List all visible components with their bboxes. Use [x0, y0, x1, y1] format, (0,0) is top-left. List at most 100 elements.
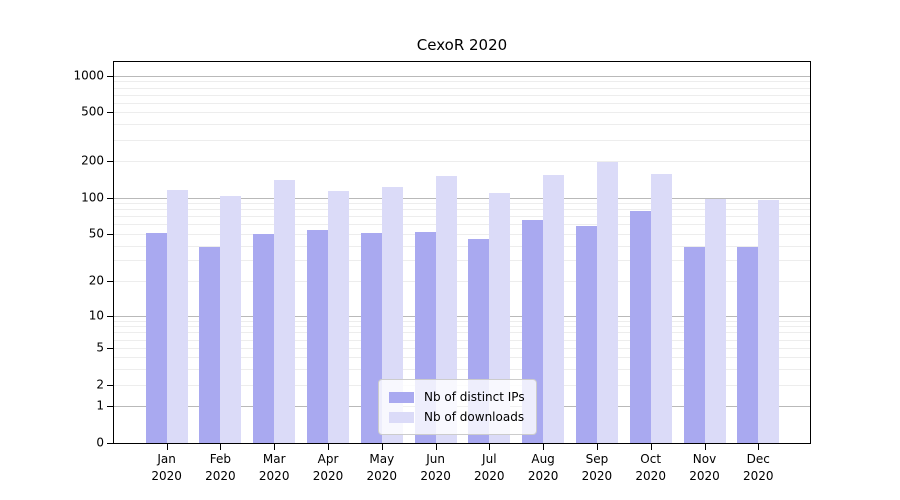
x-tick-year: 2020 — [258, 469, 290, 484]
y-tick-mark — [107, 161, 113, 162]
minor-gridline — [114, 81, 810, 83]
minor-gridline — [114, 281, 810, 283]
y-tick-label: 100 — [81, 190, 104, 205]
x-tick-mark — [489, 444, 491, 450]
minor-gridline — [114, 233, 810, 235]
minor-gridline — [114, 347, 810, 349]
x-tick-year: 2020 — [474, 469, 505, 484]
minor-gridline — [114, 260, 810, 262]
minor-gridline — [114, 320, 810, 322]
y-tick-label: 500 — [81, 105, 104, 120]
major-gridline — [114, 75, 810, 77]
x-tick-label-jan: Jan 2020 — [151, 451, 182, 486]
y-tick-mark — [107, 197, 113, 199]
minor-gridline — [114, 139, 810, 141]
x-tick-mark — [435, 444, 437, 450]
bar-distinct-ips-sep — [575, 226, 597, 443]
x-tick-mark — [381, 444, 383, 450]
bar-downloads-dec — [758, 199, 780, 443]
minor-gridline — [114, 224, 810, 226]
minor-gridline — [114, 102, 810, 104]
x-tick-label-apr: Apr 2020 — [313, 451, 344, 486]
x-tick-mark — [328, 444, 329, 450]
y-tick-label: 10 — [88, 308, 104, 323]
x-tick-month: Sep — [585, 452, 609, 466]
legend-item-downloads: Nb of downloads — [389, 407, 525, 427]
legend: Nb of distinct IPs Nb of downloads — [378, 379, 537, 435]
x-tick-label-oct: Oct 2020 — [635, 451, 666, 486]
legend-item-distinct-ips: Nb of distinct IPs — [389, 387, 525, 407]
x-tick-mark — [166, 444, 168, 450]
x-tick-month: Nov — [692, 452, 717, 466]
x-tick-year: 2020 — [151, 469, 182, 484]
major-gridline — [114, 197, 810, 199]
y-tick-mark — [107, 281, 113, 283]
x-tick-month: Apr — [317, 452, 339, 466]
x-tick-month: Jul — [482, 452, 497, 466]
x-tick-label-dec: Dec 2020 — [743, 451, 774, 486]
bar-downloads-apr — [328, 191, 349, 443]
bar-distinct-ips-nov — [683, 246, 705, 443]
bar-downloads-sep — [596, 161, 618, 443]
legend-label-distinct-ips: Nb of distinct IPs — [424, 390, 525, 404]
minor-gridline — [114, 124, 810, 126]
x-tick-mark — [220, 444, 222, 450]
bar-distinct-ips-oct — [629, 211, 651, 443]
x-tick-year: 2020 — [420, 469, 451, 484]
x-tick-year: 2020 — [581, 469, 613, 484]
y-tick-mark — [107, 233, 113, 235]
x-tick-label-jul: Jul 2020 — [474, 451, 505, 486]
y-tick-mark — [107, 347, 113, 349]
minor-gridline — [114, 332, 810, 334]
y-tick-mark — [107, 406, 113, 408]
minor-gridline — [114, 112, 810, 114]
bar-downloads-jun — [435, 175, 457, 443]
bar-downloads-mar — [274, 179, 296, 443]
x-tick-year: 2020 — [743, 469, 774, 484]
x-tick-mark — [704, 444, 706, 450]
y-tick-mark — [107, 443, 113, 444]
x-tick-label-mar: Mar 2020 — [259, 451, 290, 486]
y-tick-mark — [107, 315, 113, 317]
minor-gridline — [114, 203, 810, 205]
bar-downloads-feb — [220, 195, 242, 443]
x-tick-label-feb: Feb 2020 — [205, 451, 236, 486]
x-tick-year: 2020 — [366, 469, 398, 484]
y-tick-label: 0 — [96, 435, 104, 450]
y-tick-mark — [107, 75, 113, 77]
y-tick-label: 1 — [96, 398, 104, 413]
legend-swatch-distinct-ips — [389, 391, 414, 403]
legend-label-downloads: Nb of downloads — [424, 410, 525, 424]
bar-downloads-oct — [650, 174, 672, 443]
minor-gridline — [114, 245, 810, 247]
chart-title: CexoR 2020 — [416, 36, 508, 54]
x-tick-mark — [758, 444, 760, 450]
bar-distinct-ips-feb — [199, 246, 221, 443]
bar-distinct-ips-dec — [737, 246, 759, 443]
minor-gridline — [114, 357, 810, 359]
y-tick-mark — [107, 384, 113, 386]
plot-area: Nb of distinct IPs Nb of downloads 1000 5… — [73, 61, 811, 483]
y-tick-label: 20 — [88, 273, 104, 288]
minor-gridline — [114, 339, 810, 341]
bar-distinct-ips-apr — [307, 229, 328, 443]
bar-distinct-ips-mar — [253, 233, 275, 443]
x-tick-mark — [596, 444, 598, 450]
x-tick-month: Jan — [157, 452, 176, 466]
y-tick-label: 1000 — [73, 68, 104, 83]
minor-gridline — [114, 369, 810, 371]
minor-gridline — [114, 216, 810, 218]
y-tick-label: 50 — [88, 226, 104, 241]
bar-downloads-aug — [543, 174, 565, 443]
legend-swatch-downloads — [389, 411, 414, 423]
x-tick-month: Mar — [262, 452, 286, 466]
x-tick-year: 2020 — [689, 469, 720, 484]
bar-distinct-ips-jan — [145, 232, 167, 443]
bar-downloads-jan — [166, 189, 188, 443]
y-tick-label: 200 — [81, 153, 104, 168]
x-tick-month: Aug — [531, 452, 555, 466]
x-tick-label-may: May 2020 — [367, 451, 398, 486]
minor-gridline — [114, 326, 810, 328]
x-tick-month: Jun — [426, 452, 445, 466]
x-tick-month: Feb — [209, 452, 232, 466]
